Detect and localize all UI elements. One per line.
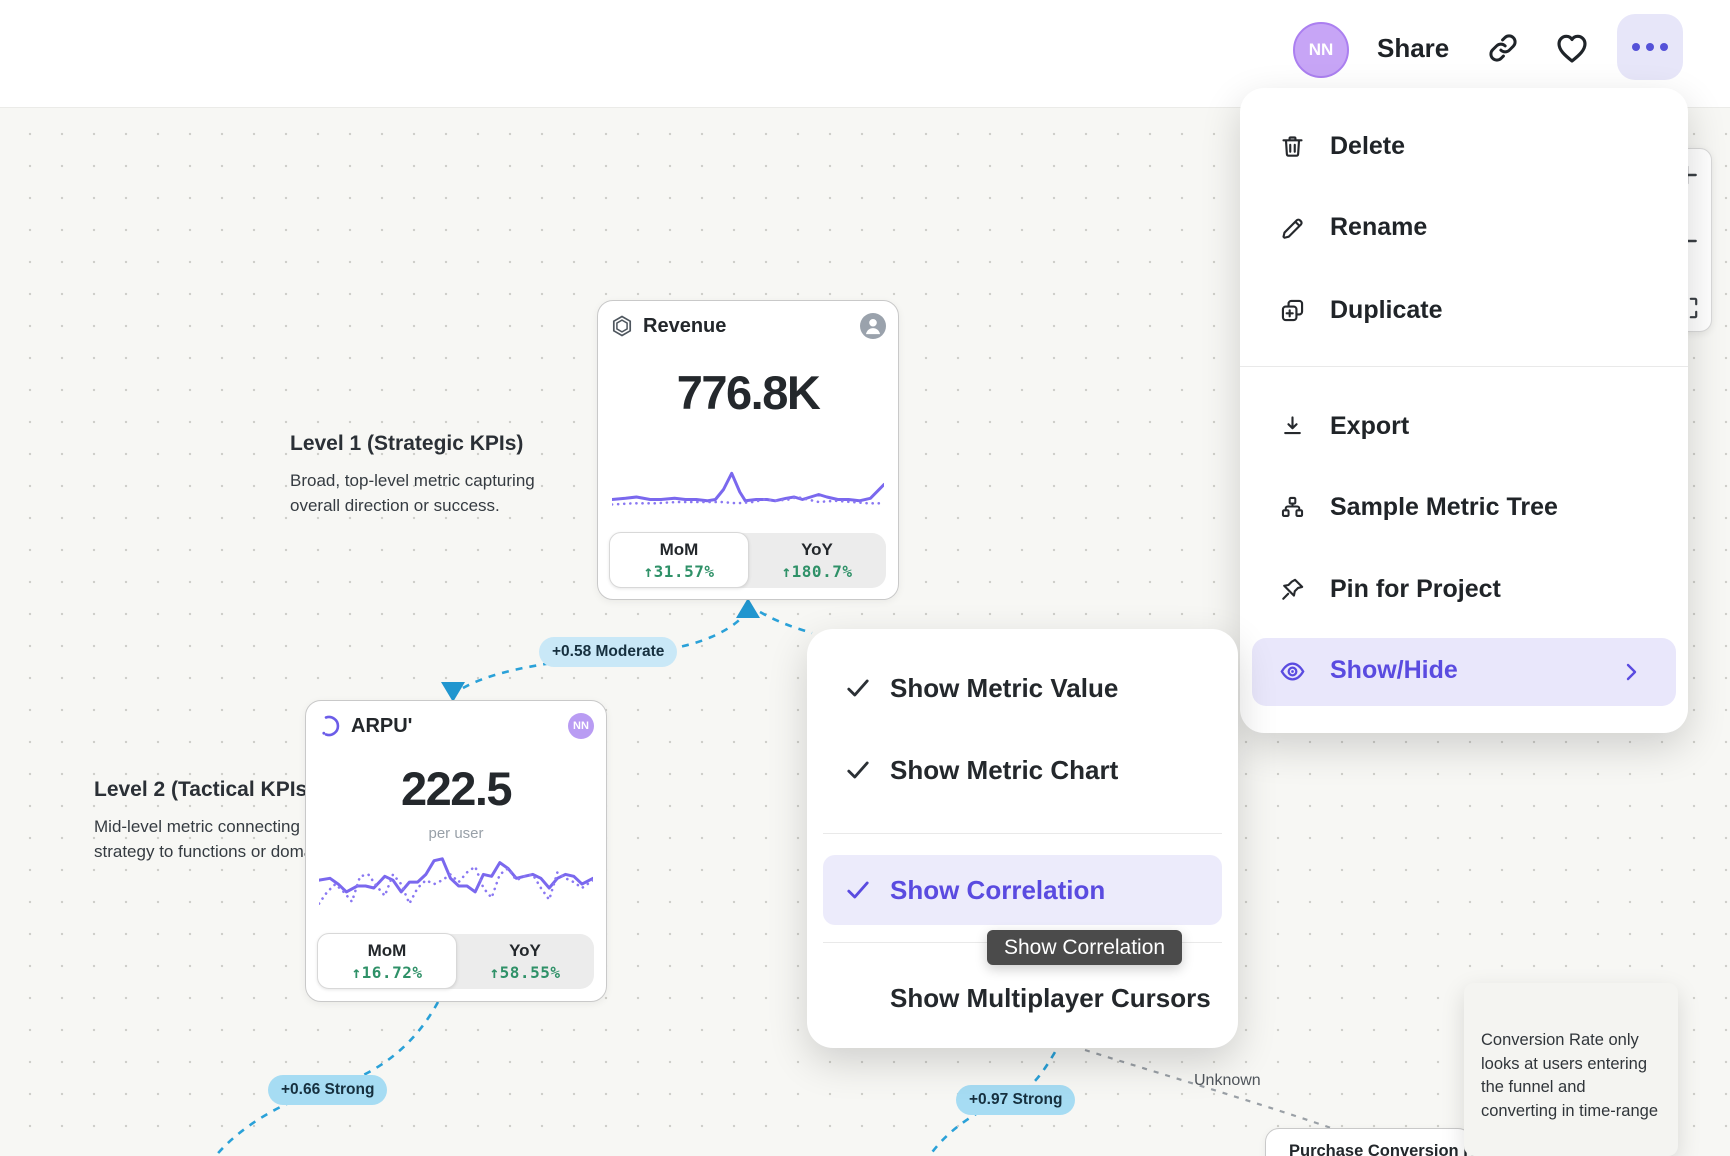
user-avatar[interactable]: NN bbox=[1293, 22, 1349, 78]
tab-mom-label: MoM bbox=[367, 941, 407, 960]
menu-divider bbox=[1240, 366, 1688, 367]
arpu-card-header: ARPU' bbox=[318, 713, 594, 739]
ellipsis-icon bbox=[1629, 38, 1671, 56]
more-options-button[interactable] bbox=[1617, 14, 1683, 80]
tab-mom-label: MoM bbox=[659, 540, 699, 559]
tab-yoy-value: ↑58.55% bbox=[489, 963, 561, 982]
revenue-sparkline bbox=[612, 471, 884, 506]
submenu-item-show-metric-value[interactable]: Show Metric Value bbox=[807, 662, 1238, 714]
menu-item-delete[interactable]: Delete bbox=[1240, 118, 1688, 174]
correlation-badge-strong-1: +0.66 Strong bbox=[268, 1075, 388, 1105]
submenu-divider bbox=[823, 833, 1222, 834]
arpu-sparkline bbox=[319, 857, 593, 905]
note-line: the funnel and bbox=[1481, 1078, 1586, 1096]
menu-item-sample-metric-tree[interactable]: Sample Metric Tree bbox=[1240, 479, 1688, 535]
duplicate-icon bbox=[1281, 299, 1304, 321]
level-1-annotation: Level 1 (Strategic KPIs) Broad, top-leve… bbox=[290, 432, 535, 518]
metric-card-purchase-conversion[interactable]: Purchase Conversion R bbox=[1265, 1128, 1475, 1156]
note-line: converting in time-range bbox=[1481, 1101, 1659, 1120]
conversion-note-tooltip: Conversion Rate only looks at users ente… bbox=[1464, 983, 1678, 1156]
download-icon bbox=[1284, 415, 1301, 434]
person-icon bbox=[865, 318, 881, 335]
level-2-annotation: Level 2 (Tactical KPIs Mid-level metric … bbox=[94, 778, 313, 864]
menu-item-label: Export bbox=[1330, 411, 1410, 440]
arc-metric-icon bbox=[322, 715, 340, 737]
pencil-icon bbox=[1282, 218, 1303, 239]
tab-yoy-label: YoY bbox=[509, 941, 541, 960]
revenue-value: 776.8K bbox=[676, 366, 821, 419]
owner-avatar bbox=[860, 313, 886, 339]
level-1-title: Level 1 (Strategic KPIs) bbox=[290, 432, 524, 455]
level-1-description: Broad, top-level metric capturing overal… bbox=[290, 468, 535, 518]
show-correlation-tooltip: Show Correlation bbox=[987, 930, 1183, 965]
context-menu: Delete Rename Duplicate Export bbox=[1240, 88, 1688, 733]
submenu-item-show-correlation[interactable]: Show Correlation bbox=[823, 855, 1222, 925]
level-1-desc-line1: Broad, top-level metric capturing bbox=[290, 471, 535, 490]
menu-item-label: Sample Metric Tree bbox=[1330, 492, 1558, 521]
copy-link-icon[interactable] bbox=[1486, 31, 1520, 65]
tab-yoy[interactable]: YoY ↑180.7% bbox=[748, 533, 886, 588]
arpu-period-tabs: MoM ↑16.72% YoY ↑58.55% bbox=[317, 933, 594, 989]
menu-item-show-hide[interactable]: Show/Hide bbox=[1252, 638, 1676, 706]
level-2-desc-line1: Mid-level metric connecting bbox=[94, 817, 300, 836]
revenue-period-tabs: MoM ↑31.57% YoY ↑180.7% bbox=[609, 532, 886, 588]
menu-item-label: Duplicate bbox=[1330, 295, 1443, 324]
submenu-item-show-metric-chart[interactable]: Show Metric Chart bbox=[807, 744, 1238, 796]
revenue-card-header: Revenue bbox=[610, 313, 886, 339]
menu-item-pin-for-project[interactable]: Pin for Project bbox=[1240, 561, 1688, 617]
submenu-item-label: Show Multiplayer Cursors bbox=[890, 982, 1211, 1013]
menu-item-duplicate[interactable]: Duplicate bbox=[1240, 282, 1688, 338]
menu-item-rename[interactable]: Rename bbox=[1240, 199, 1688, 255]
purchase-card-header: Purchase Conversion R bbox=[1280, 1138, 1475, 1156]
level-2-desc-line2: strategy to functions or doma bbox=[94, 842, 314, 861]
note-line: looks at users entering bbox=[1481, 1054, 1648, 1073]
arpu-card-title: ARPU' bbox=[351, 714, 413, 737]
tab-mom[interactable]: MoM ↑31.57% bbox=[609, 532, 749, 588]
eye-icon bbox=[1280, 662, 1305, 681]
submenu-item-show-multiplayer-cursors[interactable]: Show Multiplayer Cursors bbox=[807, 972, 1238, 1024]
chevron-right-icon bbox=[1626, 663, 1637, 681]
show-hide-submenu: Show Metric Value Show Metric Chart Show… bbox=[807, 629, 1238, 1048]
purchase-card-title: Purchase Conversion R bbox=[1289, 1141, 1476, 1156]
tab-mom-value: ↑31.57% bbox=[643, 562, 715, 581]
pin-icon bbox=[1282, 578, 1304, 600]
correlation-label-unknown: Unknown bbox=[1194, 1072, 1261, 1089]
favorite-heart-icon[interactable] bbox=[1553, 29, 1591, 67]
hexagon-metric-icon bbox=[612, 315, 632, 337]
level-2-description: Mid-level metric connecting strategy to … bbox=[94, 814, 313, 864]
collaborator-avatar: NN bbox=[568, 713, 594, 739]
check-icon bbox=[847, 761, 869, 779]
trash-icon bbox=[1282, 135, 1303, 157]
menu-item-export[interactable]: Export bbox=[1240, 398, 1688, 454]
metric-card-revenue[interactable]: Revenue 776.8K MoM ↑31.57% YoY ↑180.7% bbox=[597, 300, 899, 600]
tab-mom-value: ↑16.72% bbox=[351, 963, 423, 982]
tab-yoy-value: ↑180.7% bbox=[781, 562, 853, 581]
menu-item-label: Pin for Project bbox=[1330, 574, 1501, 603]
menu-item-label: Show/Hide bbox=[1330, 656, 1458, 684]
tab-yoy[interactable]: YoY ↑58.55% bbox=[456, 934, 594, 989]
level-1-desc-line2: overall direction or success. bbox=[290, 496, 500, 515]
tab-mom[interactable]: MoM ↑16.72% bbox=[317, 933, 457, 989]
metric-card-arpu[interactable]: ARPU' NN 222.5 per user MoM ↑16.72% YoY … bbox=[305, 700, 607, 1002]
arpu-unit: per user bbox=[428, 825, 484, 842]
submenu-item-label: Show Metric Chart bbox=[890, 754, 1119, 785]
tab-yoy-label: YoY bbox=[801, 540, 833, 559]
arpu-value: 222.5 bbox=[400, 762, 513, 815]
share-button[interactable]: Share bbox=[1377, 33, 1450, 63]
note-line: Conversion Rate only bbox=[1481, 1031, 1639, 1049]
menu-item-label: Delete bbox=[1330, 131, 1406, 160]
level-2-title: Level 2 (Tactical KPIs bbox=[94, 778, 308, 801]
submenu-item-label: Show Metric Value bbox=[890, 672, 1119, 703]
menu-item-label: Rename bbox=[1330, 212, 1428, 241]
metric-tree-icon bbox=[1281, 496, 1304, 517]
correlation-badge-strong-2: +0.97 Strong bbox=[956, 1085, 1076, 1115]
correlation-badge-moderate: +0.58 Moderate bbox=[539, 637, 678, 667]
check-icon bbox=[847, 679, 869, 697]
submenu-item-label: Show Correlation bbox=[890, 875, 1106, 905]
check-icon bbox=[847, 881, 869, 899]
revenue-card-title: Revenue bbox=[643, 314, 727, 337]
